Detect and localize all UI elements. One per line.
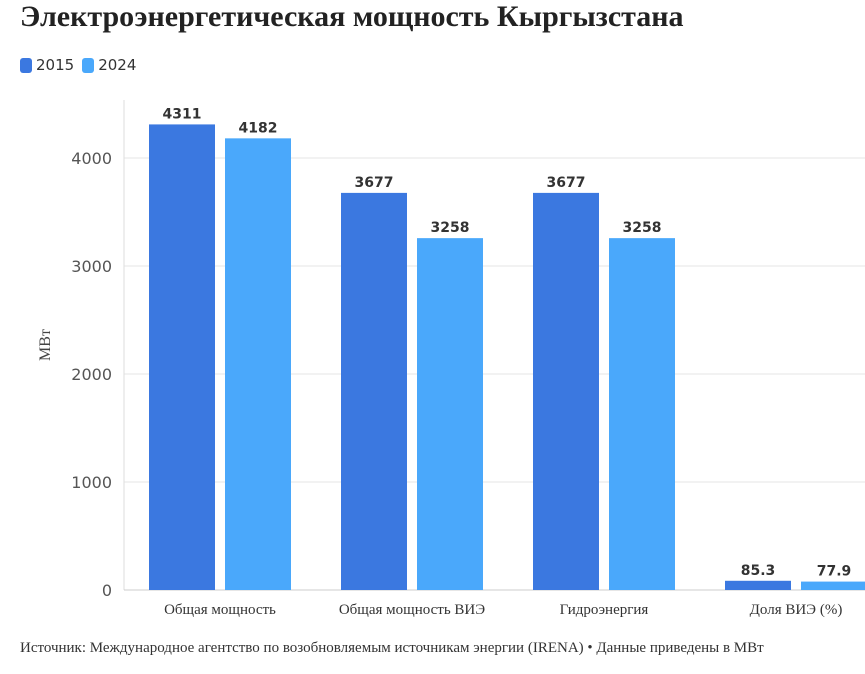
legend-swatch-2024	[82, 57, 95, 73]
data-label: 77.9	[817, 564, 852, 580]
data-label: 3258	[431, 220, 470, 236]
bar-2015-2	[533, 192, 599, 590]
legend-swatch-2015	[20, 57, 32, 73]
data-label: 4182	[239, 120, 278, 136]
y-tick-label: 3000	[71, 257, 112, 276]
data-label: 4311	[163, 106, 202, 122]
x-tick-label: Гидроэнергия	[560, 602, 649, 618]
x-tick-label: Общая мощность ВИЭ	[339, 602, 485, 618]
data-label: 3677	[547, 175, 586, 191]
bar-2015-0	[149, 124, 215, 591]
bar-2024-3	[801, 581, 865, 590]
legend-item-2024[interactable]: 2024	[82, 56, 136, 74]
legend-label-2024: 2024	[98, 56, 137, 74]
legend-label-2015: 2015	[36, 56, 75, 74]
chart-title: Электроэнергетическая мощность Кыргызста…	[20, 0, 684, 33]
bar-2015-1	[341, 192, 407, 590]
legend-item-2015[interactable]: 2015	[20, 56, 74, 74]
bar-2024-1	[417, 238, 483, 591]
legend: 2015 2024	[20, 56, 144, 74]
data-label: 3258	[623, 220, 662, 236]
source-note: Источник: Международное агентство по воз…	[20, 640, 764, 656]
y-tick-label: 2000	[71, 365, 112, 384]
bar-2015-3	[725, 580, 791, 590]
y-tick-label: 1000	[71, 473, 112, 492]
y-tick-label: 4000	[71, 149, 112, 168]
data-label: 85.3	[741, 563, 776, 579]
x-tick-label: Доля ВИЭ (%)	[750, 602, 843, 618]
x-tick-label: Общая мощность	[164, 602, 276, 618]
bar-2024-2	[609, 238, 675, 591]
y-axis-title: МВт	[37, 329, 54, 361]
bar-2024-0	[225, 138, 291, 590]
y-tick-label: 0	[102, 581, 112, 600]
data-label: 3677	[355, 175, 394, 191]
